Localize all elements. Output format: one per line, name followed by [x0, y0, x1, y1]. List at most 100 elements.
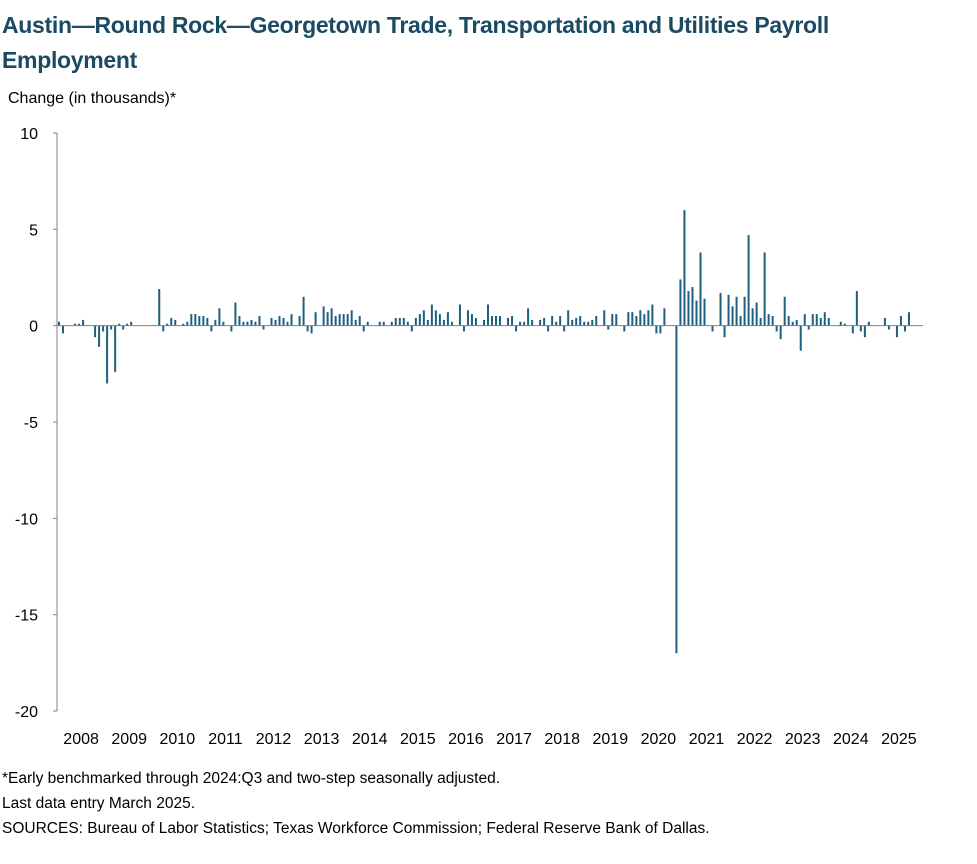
bar — [727, 294, 730, 326]
x-tick-label: 2015 — [400, 731, 436, 748]
bar — [130, 321, 133, 326]
bar — [563, 325, 566, 332]
bar — [519, 321, 522, 326]
bar — [246, 321, 249, 326]
bar — [430, 304, 433, 326]
x-tick-label: 2021 — [689, 731, 725, 748]
bar — [322, 306, 325, 326]
x-tick-label: 2025 — [881, 731, 917, 748]
bar — [539, 319, 542, 326]
bar — [210, 325, 213, 332]
bar — [182, 323, 185, 326]
bar — [406, 321, 409, 326]
bar — [787, 316, 790, 326]
bar — [234, 302, 237, 326]
bar — [567, 310, 570, 326]
bar — [458, 304, 461, 326]
bar — [358, 316, 361, 326]
bar — [643, 314, 646, 326]
bar — [474, 317, 477, 326]
bar — [675, 325, 678, 654]
bar — [743, 296, 746, 326]
bar — [350, 310, 353, 326]
bar — [262, 325, 265, 330]
bar — [799, 325, 802, 351]
bar — [106, 325, 109, 384]
bar — [631, 312, 634, 326]
x-tick-label: 2017 — [496, 731, 532, 748]
x-tick-label: 2020 — [641, 731, 677, 748]
bar — [587, 321, 590, 326]
bar — [627, 312, 630, 326]
bar — [366, 321, 369, 326]
bar — [290, 314, 293, 326]
bar — [639, 310, 642, 326]
bar — [903, 325, 906, 332]
bar — [74, 323, 77, 326]
bar — [186, 321, 189, 326]
bar — [679, 279, 682, 326]
bar — [751, 308, 754, 326]
bar — [58, 321, 60, 326]
bar — [426, 319, 429, 326]
bar — [683, 210, 686, 326]
bar — [571, 319, 574, 326]
bar — [747, 235, 750, 326]
bar — [94, 325, 97, 338]
bar — [771, 316, 774, 326]
bar — [278, 316, 281, 326]
footnote-sources: SOURCES: Bureau of Labor Statistics; Tex… — [2, 820, 710, 837]
bar — [655, 325, 658, 334]
bar — [286, 321, 289, 326]
x-tick-label: 2010 — [160, 731, 196, 748]
bar — [635, 316, 638, 326]
bar — [446, 312, 449, 326]
bar — [711, 325, 714, 332]
bar — [110, 325, 113, 330]
bar — [330, 308, 333, 326]
bar — [78, 323, 81, 326]
bar — [338, 314, 341, 326]
x-tick-label: 2016 — [448, 731, 484, 748]
bar — [274, 319, 277, 326]
bar — [306, 325, 309, 332]
bar — [591, 319, 594, 326]
bar — [126, 323, 129, 326]
bar — [450, 321, 453, 326]
bar — [222, 321, 225, 326]
bar — [298, 316, 301, 326]
bar — [438, 314, 441, 326]
bar — [803, 314, 806, 326]
bar — [839, 321, 842, 326]
x-tick-label: 2018 — [544, 731, 580, 748]
bar — [442, 319, 445, 326]
bar — [603, 310, 606, 326]
bar — [326, 312, 329, 326]
bar — [851, 325, 854, 334]
y-tick-label: -10 — [15, 511, 38, 528]
bar — [899, 316, 902, 326]
bar — [887, 325, 890, 330]
bar — [735, 296, 738, 326]
bar — [551, 316, 554, 326]
bar — [515, 325, 518, 332]
y-ticks-group: 10 5 0 -5 -10 -15 -20 — [15, 126, 57, 721]
y-axis-label: Change (in thousands)* — [8, 90, 177, 107]
bar — [859, 325, 862, 332]
x-tick-label: 2012 — [256, 731, 292, 748]
bar — [647, 310, 650, 326]
x-tick-label: 2009 — [111, 731, 147, 748]
bar — [531, 319, 534, 326]
bar — [651, 304, 654, 326]
bar — [823, 312, 826, 326]
bar — [703, 298, 706, 326]
bar — [190, 314, 193, 326]
bar — [250, 319, 253, 326]
bar — [559, 316, 562, 326]
x-ticks-group: 2008 2009 2010 2011 2012 2013 2014 2015 2016 2017… — [63, 731, 916, 748]
bar — [695, 300, 698, 326]
bar — [495, 316, 498, 326]
y-tick-label: -5 — [24, 415, 38, 432]
bar — [763, 252, 766, 326]
bar — [230, 325, 233, 332]
